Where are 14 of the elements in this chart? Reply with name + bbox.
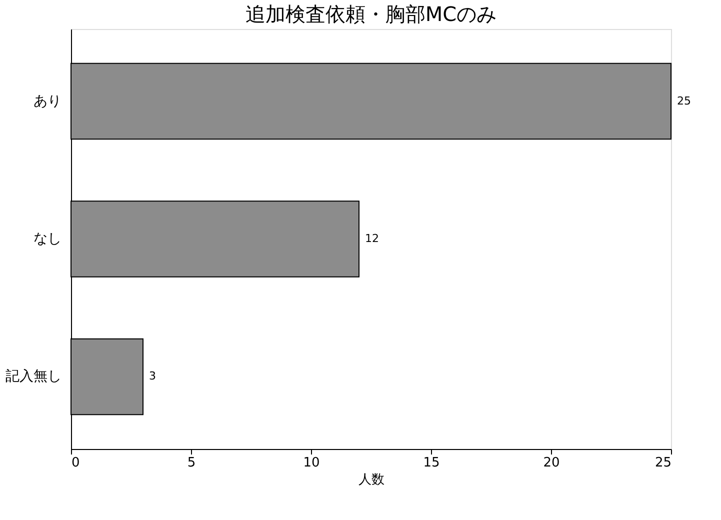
data-label: 12 bbox=[365, 232, 379, 245]
x-tick-label: 20 bbox=[543, 456, 560, 470]
chart-title: 追加検査依頼・胸部MCのみ bbox=[245, 2, 497, 26]
x-tick-label: 0 bbox=[72, 456, 80, 470]
x-tick-label: 15 bbox=[423, 456, 440, 470]
y-tick-label: 記入無し bbox=[6, 368, 62, 385]
y-tick-label: あり bbox=[34, 93, 62, 110]
x-tick-label: 10 bbox=[303, 456, 320, 470]
data-label: 25 bbox=[677, 94, 691, 108]
x-axis-title: 人数 bbox=[358, 472, 384, 488]
data-label: 3 bbox=[149, 370, 156, 383]
x-tick-label: 5 bbox=[187, 456, 196, 470]
x-tick-label: 25 bbox=[654, 456, 672, 470]
y-tick-label: なし bbox=[34, 231, 62, 247]
